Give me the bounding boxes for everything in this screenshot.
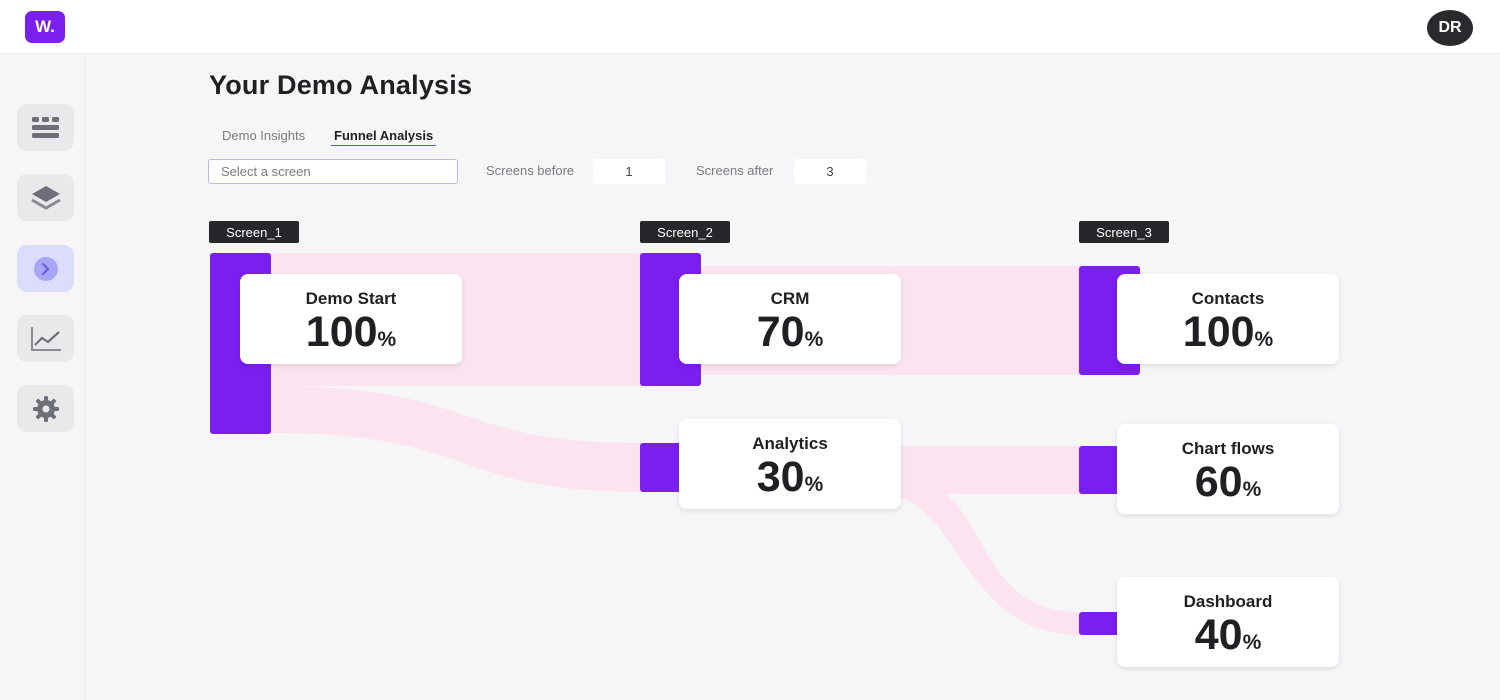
node-value: 100% bbox=[1182, 308, 1274, 356]
flow-demo-start-to-analytics bbox=[270, 386, 640, 492]
node-card-analytics[interactable]: Analytics 30% bbox=[679, 419, 901, 509]
flow-analytics-to-dashboard bbox=[880, 470, 1080, 635]
screens-after-input[interactable]: 3 bbox=[794, 159, 866, 184]
screens-before-input[interactable]: 1 bbox=[593, 159, 665, 184]
node-value: 70% bbox=[756, 308, 824, 356]
node-card-demo-start[interactable]: Demo Start 100% bbox=[240, 274, 462, 364]
sidebar-item-list[interactable] bbox=[17, 104, 74, 151]
sidebar-item-play[interactable] bbox=[17, 245, 74, 292]
node-name: Demo Start bbox=[305, 289, 397, 308]
tab-demo-insights[interactable]: Demo Insights bbox=[222, 128, 306, 143]
column-tag-screen-3: Screen_3 bbox=[1079, 221, 1169, 243]
sidebar-item-analytics[interactable] bbox=[17, 315, 74, 362]
page-title: Your Demo Analysis bbox=[209, 70, 473, 100]
screen-select-input[interactable]: Select a screen bbox=[208, 159, 458, 184]
sidebar-item-layers[interactable] bbox=[17, 174, 74, 221]
screens-after-label: Screens after bbox=[696, 163, 774, 178]
node-value: 30% bbox=[756, 453, 824, 501]
top-bar: W. DR bbox=[0, 0, 1500, 54]
user-avatar[interactable]: DR bbox=[1427, 10, 1473, 46]
node-card-dashboard[interactable]: Dashboard 40% bbox=[1117, 577, 1339, 667]
node-name: Contacts bbox=[1191, 289, 1265, 308]
sidebar bbox=[0, 55, 85, 700]
screens-before-label: Screens before bbox=[486, 163, 575, 178]
node-value: 40% bbox=[1194, 611, 1262, 659]
play-icon bbox=[33, 256, 58, 281]
node-card-crm[interactable]: CRM 70% bbox=[679, 274, 901, 364]
node-card-contacts[interactable]: Contacts 100% bbox=[1117, 274, 1339, 364]
node-name: Dashboard bbox=[1183, 592, 1273, 611]
node-name: Chart flows bbox=[1181, 439, 1275, 458]
list-icon bbox=[31, 116, 59, 138]
line-chart-icon bbox=[30, 326, 61, 351]
sidebar-item-settings[interactable] bbox=[17, 385, 74, 432]
app-logo[interactable]: W. bbox=[25, 11, 65, 43]
column-tag-screen-1: Screen_1 bbox=[209, 221, 299, 243]
node-name: Analytics bbox=[752, 434, 828, 453]
layers-icon bbox=[30, 185, 61, 210]
gear-icon bbox=[32, 395, 59, 422]
column-tag-screen-2: Screen_2 bbox=[640, 221, 730, 243]
node-name: CRM bbox=[770, 289, 810, 308]
node-value: 100% bbox=[305, 308, 397, 356]
node-card-chart-flows[interactable]: Chart flows 60% bbox=[1117, 424, 1339, 514]
node-value: 60% bbox=[1194, 458, 1262, 506]
tab-funnel-analysis[interactable]: Funnel Analysis bbox=[331, 128, 437, 146]
